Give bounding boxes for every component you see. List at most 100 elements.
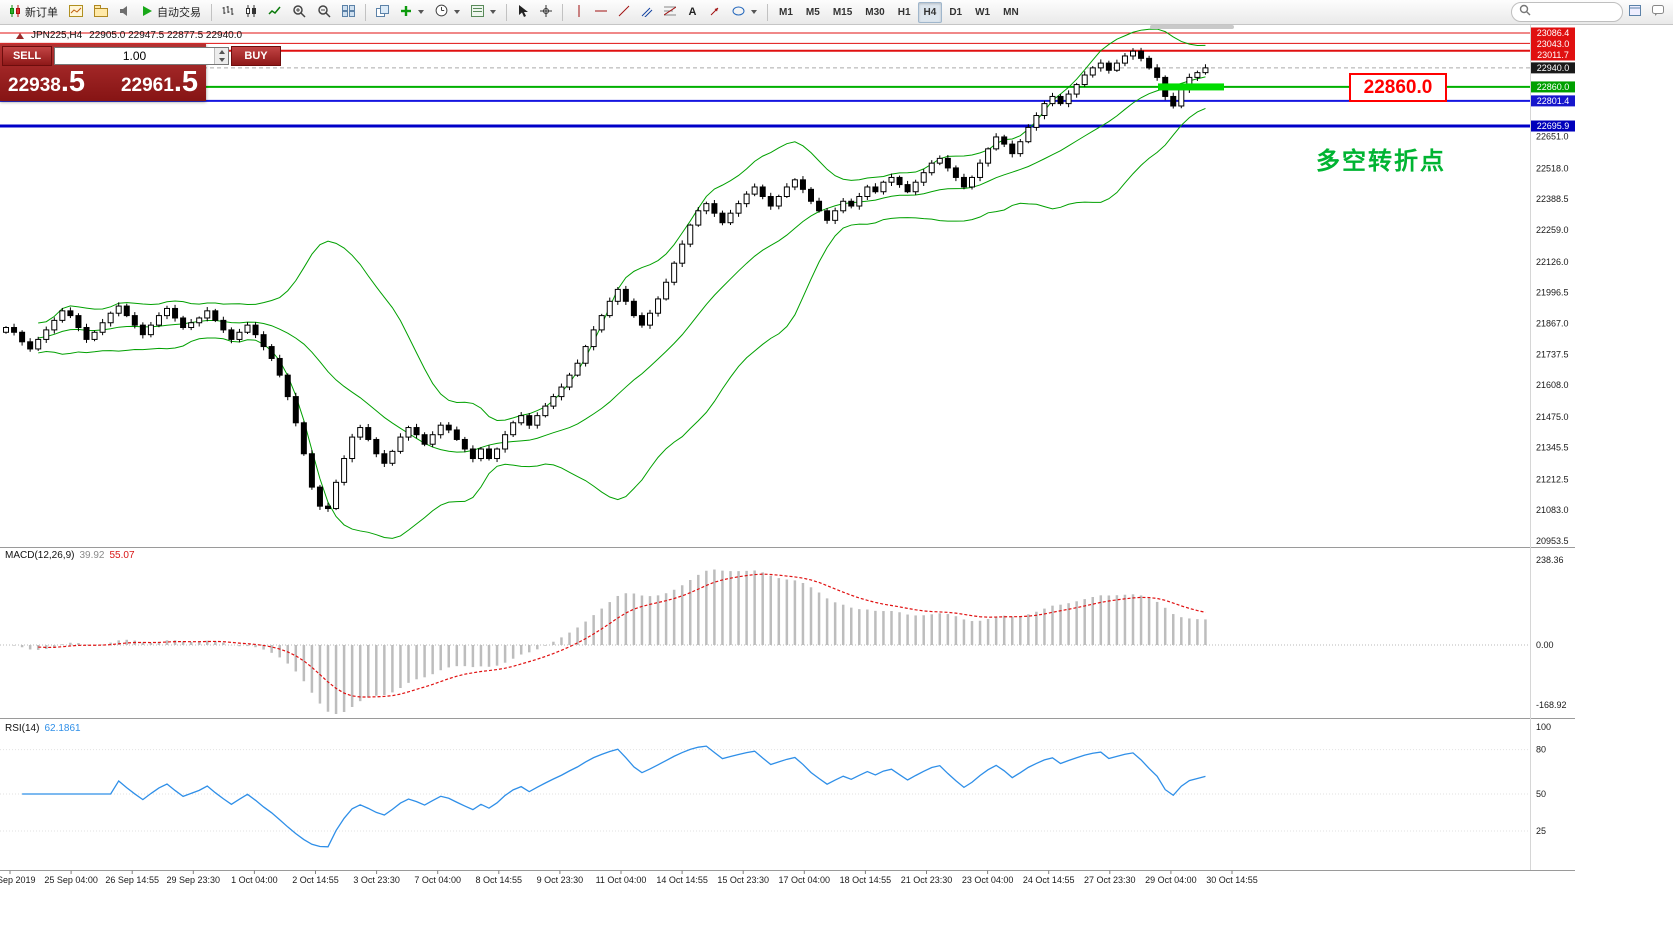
channel-tool-button[interactable] — [636, 2, 658, 23]
svg-text:-168.92: -168.92 — [1536, 700, 1567, 710]
line-chart-button[interactable] — [263, 2, 286, 23]
search-icon — [1519, 3, 1531, 21]
zoom-in-icon — [292, 4, 306, 21]
svg-text:23043.0: 23043.0 — [1537, 39, 1570, 49]
buy-price[interactable]: 22961.5 — [120, 66, 198, 98]
svg-text:23086.4: 23086.4 — [1537, 28, 1570, 38]
sell-button[interactable]: SELL — [2, 46, 52, 66]
one-click-toggle-icon[interactable] — [16, 32, 24, 39]
svg-text:21737.5: 21737.5 — [1536, 349, 1569, 359]
crosshair-icon — [540, 4, 552, 20]
window-icon — [1629, 5, 1641, 19]
timeframe-m5-button[interactable]: M5 — [805, 6, 820, 18]
autotrading-button[interactable]: 自动交易 — [137, 2, 206, 23]
svg-text:8 Oct 14:55: 8 Oct 14:55 — [476, 875, 523, 885]
svg-text:22126.0: 22126.0 — [1536, 257, 1569, 267]
hline-tool-button[interactable] — [590, 2, 612, 23]
templates-button[interactable] — [466, 2, 501, 23]
timeframe-h1-button[interactable]: H1 — [897, 6, 911, 18]
tile-windows-button[interactable] — [337, 2, 360, 23]
ellipse-shape-icon — [732, 6, 745, 19]
svg-text:22518.0: 22518.0 — [1536, 163, 1569, 173]
price-annotation-box[interactable]: 22860.0 — [1349, 73, 1447, 102]
chevron-down-icon — [490, 10, 496, 14]
svg-text:0.00: 0.00 — [1536, 640, 1554, 650]
bars-chart-button[interactable] — [217, 2, 239, 23]
main-chart[interactable]: 22651.0 22518.0 22388.5 22259.0 22126.0 21996… — [0, 24, 1673, 948]
text-tool-icon: A — [688, 6, 697, 18]
profiles-button[interactable] — [89, 2, 113, 23]
svg-text:22801.4: 22801.4 — [1537, 96, 1570, 106]
chart-symbol-label: JPN225,H4 — [31, 30, 83, 41]
help-button[interactable] — [1647, 2, 1669, 23]
svg-text:21345.5: 21345.5 — [1536, 443, 1569, 453]
timeframe-m15-button[interactable]: M15 — [832, 6, 853, 18]
svg-text:25: 25 — [1536, 826, 1546, 836]
profiles-icon — [94, 4, 108, 20]
svg-text:23011.7: 23011.7 — [1537, 50, 1569, 60]
speaker-icon — [119, 5, 131, 20]
svg-text:30 Oct 14:55: 30 Oct 14:55 — [1206, 875, 1258, 885]
shapes-tool-button[interactable] — [727, 2, 762, 23]
volume-field — [54, 47, 229, 65]
svg-text:22695.9: 22695.9 — [1537, 121, 1570, 131]
toolbar-separator — [365, 3, 366, 21]
svg-text:27 Oct 23:30: 27 Oct 23:30 — [1084, 875, 1136, 885]
chart-header: JPN225,H4 22905.0 22947.5 22877.5 22940.… — [16, 30, 242, 41]
trendline-tool-button[interactable] — [613, 2, 635, 23]
toolbar-separator — [562, 3, 563, 21]
zoom-in-button[interactable] — [287, 2, 311, 23]
svg-text:26 Sep 14:55: 26 Sep 14:55 — [105, 875, 159, 885]
trendline-icon — [618, 5, 630, 20]
svg-text:50: 50 — [1536, 789, 1546, 799]
channel-icon — [641, 5, 653, 20]
new-chart-icon — [69, 4, 83, 20]
zoom-out-icon — [317, 4, 331, 21]
candlestick-chart-icon — [245, 4, 257, 20]
cascade-windows-icon — [376, 4, 389, 20]
cursor-icon — [517, 4, 529, 21]
chart-scrollbar[interactable] — [1150, 25, 1234, 29]
macd-signal-value: 55.07 — [109, 550, 135, 561]
timeframe-w1-button[interactable]: W1 — [975, 6, 991, 18]
svg-text:80: 80 — [1536, 745, 1546, 755]
cascade-windows-button[interactable] — [371, 2, 394, 23]
vertical-line-icon — [575, 4, 583, 20]
volume-up-button[interactable] — [215, 48, 228, 56]
timeframe-m1-button[interactable]: M1 — [779, 6, 793, 18]
line-chart-icon — [268, 5, 281, 20]
arrow-tool-button[interactable] — [704, 2, 726, 23]
svg-text:18 Oct 14:55: 18 Oct 14:55 — [840, 875, 892, 885]
svg-text:7 Oct 04:00: 7 Oct 04:00 — [414, 875, 461, 885]
volume-input[interactable] — [55, 48, 214, 64]
crosshair-button[interactable] — [535, 2, 557, 23]
fibonacci-tool-button[interactable] — [659, 2, 681, 23]
cursor-button[interactable] — [512, 2, 534, 23]
svg-text:11 Oct 04:00: 11 Oct 04:00 — [596, 875, 647, 885]
timeframe-mn-button[interactable]: MN — [1003, 6, 1019, 18]
volume-down-button[interactable] — [215, 56, 228, 64]
new-order-button[interactable]: 新订单 — [4, 2, 63, 23]
turning-point-annotation[interactable]: 多空转折点 — [1316, 148, 1446, 175]
indicators-button[interactable] — [395, 2, 429, 23]
search-input[interactable] — [1536, 5, 1610, 19]
toolbar: 新订单 自动交易 A M1 M5 — [0, 0, 1673, 25]
buy-button[interactable]: BUY — [231, 46, 281, 66]
arrow-tool-icon — [709, 5, 721, 20]
sell-price[interactable]: 22938.5 — [8, 66, 86, 98]
text-tool-button[interactable]: A — [682, 2, 703, 23]
timeframe-h4-button[interactable]: H4 — [917, 1, 943, 23]
svg-text:238.36: 238.36 — [1536, 555, 1564, 565]
window-button[interactable] — [1624, 2, 1646, 23]
zoom-out-button[interactable] — [312, 2, 336, 23]
svg-text:22940.0: 22940.0 — [1537, 63, 1570, 73]
candlestick-chart-button[interactable] — [240, 2, 262, 23]
alerts-button[interactable] — [114, 2, 136, 23]
timeframe-d1-button[interactable]: D1 — [949, 6, 963, 18]
vline-tool-button[interactable] — [568, 2, 589, 23]
svg-text:22388.5: 22388.5 — [1536, 194, 1569, 204]
timeframe-m30-button[interactable]: M30 — [865, 6, 885, 18]
periods-button[interactable] — [430, 2, 465, 23]
new-chart-button[interactable] — [64, 2, 88, 23]
